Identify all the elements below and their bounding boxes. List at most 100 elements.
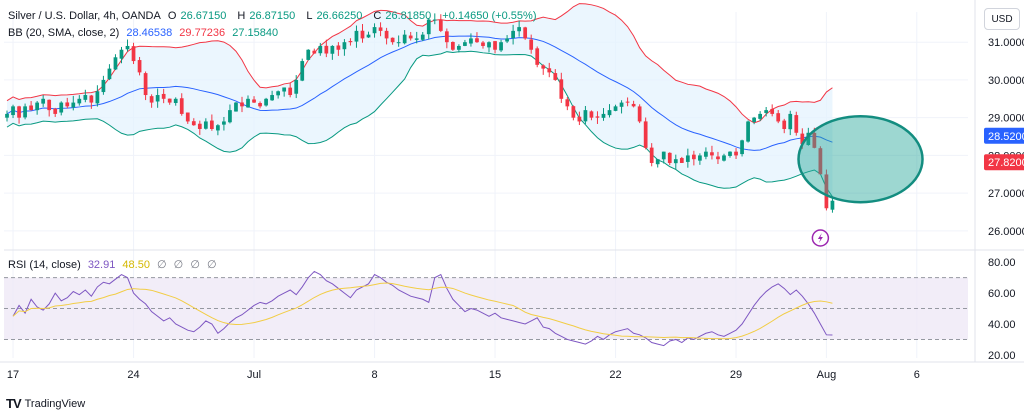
bollinger-basis-value: 28.46538 [126, 27, 173, 39]
candle [559, 79, 564, 99]
candle [360, 30, 365, 39]
time-tick-label: 17 [7, 369, 19, 381]
candle [426, 19, 431, 35]
rsi-value: 32.91 [87, 259, 116, 271]
candle [167, 98, 172, 103]
price-tick-label: 27.0000 [988, 188, 1024, 200]
price-legend: Silver / U.S. Dollar, 4h, OANDA O 26.6715… [8, 10, 540, 22]
candle [830, 200, 835, 210]
candle [366, 34, 371, 38]
candle [65, 102, 70, 107]
candle [89, 95, 94, 103]
candle [240, 102, 244, 107]
brand-name: TradingView [24, 397, 86, 410]
candle [806, 132, 811, 145]
bollinger-lower-line [6, 50, 833, 197]
candle [53, 108, 58, 114]
candle [83, 95, 88, 100]
candle [149, 96, 154, 103]
candle [643, 121, 648, 148]
footer-brand[interactable]: TV TradingView [6, 396, 85, 411]
candle [481, 42, 485, 46]
rsi-ma-line [12, 282, 833, 340]
candle [601, 113, 606, 118]
candle [722, 155, 726, 161]
candle [475, 38, 479, 43]
candle [324, 45, 329, 54]
candle [113, 57, 118, 70]
candle [457, 45, 461, 50]
candle [77, 98, 82, 104]
bollinger-upper-line [6, 3, 833, 124]
candle [679, 158, 684, 163]
candle [402, 34, 407, 44]
candle [764, 110, 769, 113]
candle [5, 113, 9, 118]
rsi-tick-label: 80.00 [988, 257, 1016, 269]
candle [318, 45, 323, 54]
price-label-text: 27.8200 [988, 157, 1024, 169]
candle [288, 87, 293, 96]
price-label-text: 28.5200 [988, 131, 1024, 143]
candle [631, 103, 636, 107]
candle [408, 35, 413, 39]
candle [595, 116, 600, 118]
price-tick-label: 31.0000 [988, 37, 1024, 49]
candle [432, 19, 437, 21]
candle [698, 155, 702, 161]
candle [330, 45, 335, 54]
time-tick-label: Jul [247, 369, 261, 381]
candle [396, 42, 401, 44]
candle [704, 151, 708, 157]
currency-button[interactable]: USD [984, 8, 1020, 30]
candle [71, 102, 76, 108]
candle [740, 140, 744, 155]
candle [131, 46, 136, 62]
candle [523, 27, 528, 39]
candle [655, 159, 660, 165]
bollinger-title: BB (20, SMA, close, 2) [8, 27, 120, 39]
candle [137, 60, 142, 73]
candle [185, 112, 190, 122]
candle [800, 133, 805, 145]
rsi-extra-2: ∅ [190, 259, 200, 271]
candle [246, 98, 250, 108]
high-value: 26.87150 [249, 10, 296, 22]
symbol-title: Silver / U.S. Dollar, 4h, OANDA [8, 10, 161, 22]
candle [788, 113, 793, 130]
candle [234, 102, 238, 112]
candle [577, 116, 582, 122]
candle [35, 102, 40, 111]
candle [824, 174, 829, 209]
price-tick-label: 26.0000 [988, 226, 1024, 238]
time-tick-label: 15 [489, 369, 501, 381]
candle [179, 98, 184, 114]
candle [336, 45, 341, 50]
time-axis[interactable]: 17 24 Jul 8 15 22 29 Aug 6 [0, 361, 1024, 381]
candle [372, 27, 377, 34]
rsi-extra-0: ∅ [157, 259, 167, 271]
candle [258, 103, 262, 107]
rsi-title: RSI (14, close) [8, 259, 81, 271]
candle [728, 151, 732, 156]
candle [782, 120, 787, 129]
time-tick-label: 29 [730, 369, 742, 381]
candle [499, 42, 503, 51]
time-tick-label: 8 [371, 369, 377, 381]
candle [607, 110, 612, 116]
candle [348, 41, 353, 43]
candle [812, 132, 817, 148]
candle [752, 117, 756, 122]
price-axis[interactable]: 31.000030.000029.000028.000027.000026.00… [984, 37, 1024, 238]
candle [685, 155, 690, 162]
candle [17, 106, 21, 118]
candle [794, 115, 799, 133]
time-tick-label: 24 [127, 369, 139, 381]
candle [589, 111, 594, 118]
candle [197, 123, 202, 129]
candle [354, 30, 359, 42]
candle [29, 105, 33, 111]
time-tick-label: Aug [817, 369, 837, 381]
candle [173, 98, 178, 104]
